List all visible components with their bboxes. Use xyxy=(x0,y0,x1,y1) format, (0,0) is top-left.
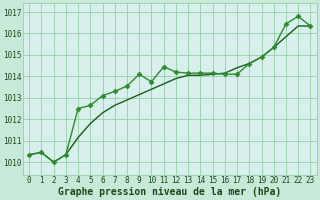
X-axis label: Graphe pression niveau de la mer (hPa): Graphe pression niveau de la mer (hPa) xyxy=(58,186,281,197)
